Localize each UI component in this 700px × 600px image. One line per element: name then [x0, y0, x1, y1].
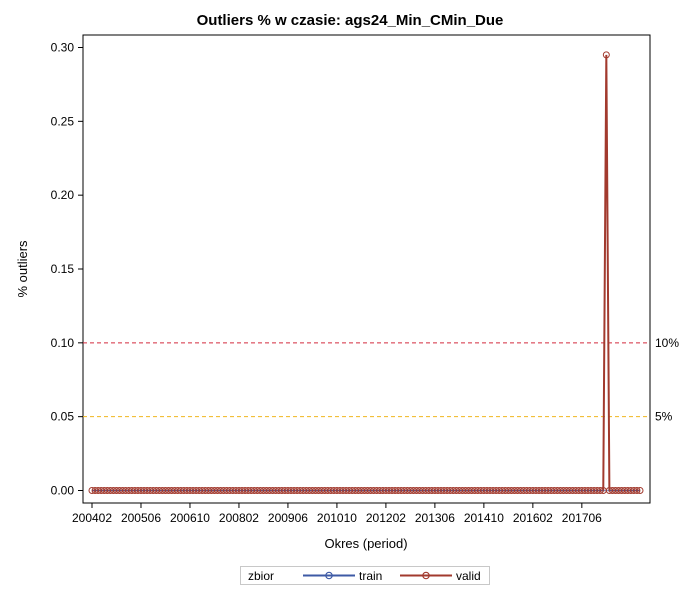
legend-label-valid: valid: [456, 569, 481, 583]
x-tick-label: 200610: [170, 511, 210, 525]
x-tick-label: 201010: [317, 511, 357, 525]
y-tick-label: 0.15: [51, 262, 75, 276]
y-axis-title: % outliers: [15, 240, 30, 298]
y-tick-label: 0.00: [51, 484, 75, 498]
x-tick-label: 201410: [464, 511, 504, 525]
legend-swatch-valid: [400, 571, 452, 580]
x-tick-label: 200402: [72, 511, 112, 525]
reference-lines: 10% 5%: [83, 336, 679, 424]
x-tick-label: 201602: [513, 511, 553, 525]
legend-label-train: train: [359, 569, 383, 583]
y-tick-label: 0.25: [51, 114, 75, 128]
series-line-valid: [92, 54, 640, 492]
data-point-valid: [602, 51, 610, 59]
x-tick-label: 201202: [366, 511, 406, 525]
data-point-valid: [596, 487, 604, 494]
y-tick-label: 0.30: [51, 41, 75, 55]
data-point-valid: [636, 487, 644, 494]
legend-swatch-train: [303, 571, 355, 580]
x-tick-label: 201706: [562, 511, 602, 525]
reference-label-5pct: 5%: [655, 410, 673, 424]
legend-title: zbior: [248, 569, 275, 583]
legend: zbior train valid: [240, 566, 490, 585]
series-layer: [88, 51, 644, 494]
legend-item-valid: valid: [398, 567, 488, 584]
y-tick-label: 0.05: [51, 410, 75, 424]
plot-frame: [82, 34, 651, 504]
x-tick-label: 200906: [268, 511, 308, 525]
legend-item-train: train: [301, 567, 391, 584]
y-tick-label: 0.10: [51, 336, 75, 350]
x-tick-label: 201306: [415, 511, 455, 525]
chart-title: Outliers % w czasie: ags24_Min_CMin_Due: [196, 12, 504, 29]
x-tick-label: 200506: [121, 511, 161, 525]
y-tick-label: 0.20: [51, 188, 75, 202]
x-tick-label: 200802: [219, 511, 259, 525]
x-axis-title: Okres (period): [324, 536, 407, 551]
axes: 0.00 0.05 0.10 0.15 0.20 0.25 0.30 200402 200506…: [51, 41, 603, 526]
data-point-valid: [633, 487, 641, 494]
reference-label-10pct: 10%: [655, 336, 679, 350]
